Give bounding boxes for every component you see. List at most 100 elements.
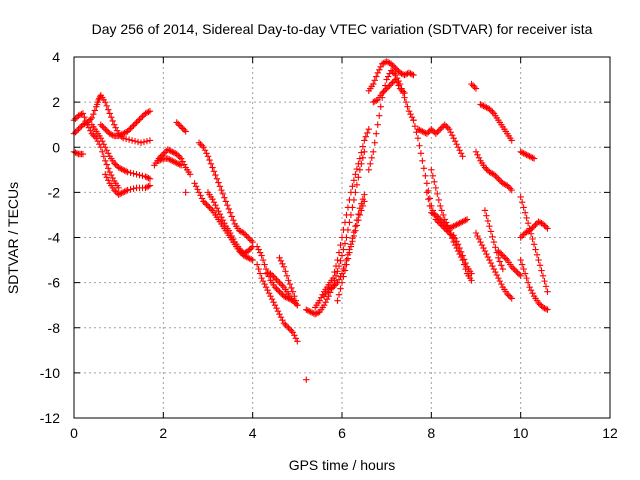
data-point-s19 <box>309 309 316 316</box>
data-point-s6 <box>122 187 130 195</box>
data-point-s37 <box>520 150 527 157</box>
data-point-s31 <box>471 83 478 91</box>
data-point-s16 <box>268 271 276 279</box>
data-point-s25 <box>373 97 380 104</box>
data-point-s9 <box>179 125 186 132</box>
data-point-s22 <box>337 285 344 292</box>
data-point-s30 <box>456 244 463 252</box>
data-point-s35 <box>495 254 502 262</box>
data-point-s12 <box>236 227 243 234</box>
data-point-s17 <box>282 268 289 275</box>
data-point-s12 <box>247 237 255 244</box>
data-point-s1 <box>109 174 116 182</box>
data-point-s27 <box>441 121 448 128</box>
data-point-s15 <box>280 292 288 300</box>
data-point-s28 <box>450 238 457 246</box>
data-point-s40 <box>541 304 548 312</box>
data-point-s32 <box>505 183 512 191</box>
data-point-s29 <box>432 184 439 192</box>
data-point-s7 <box>186 171 194 178</box>
data-point-s23 <box>389 68 396 76</box>
data-point-s20 <box>317 294 325 301</box>
data-point-s32 <box>474 151 481 158</box>
data-point-s33 <box>489 262 496 270</box>
data-point-s4 <box>130 170 137 177</box>
x-axis-label: GPS time / hours <box>289 457 396 473</box>
data-point-s33 <box>505 292 512 299</box>
data-point-s14 <box>283 323 291 330</box>
data-point-s40 <box>521 270 529 277</box>
data-point-s33 <box>493 271 501 279</box>
data-point-s12 <box>210 168 218 175</box>
data-point-s33 <box>504 290 511 298</box>
data-point-s28 <box>432 211 439 219</box>
data-point-s28 <box>425 195 432 203</box>
data-point-s12 <box>237 228 244 235</box>
data-point-s1 <box>105 165 112 172</box>
data-point-s27 <box>444 124 451 131</box>
data-point-s34 <box>480 102 487 110</box>
data-point-s14 <box>292 335 300 342</box>
data-point-s14 <box>285 324 292 331</box>
data-point-s15 <box>274 286 282 294</box>
data-point-s1 <box>106 168 113 176</box>
data-point-s23 <box>376 112 383 119</box>
data-point-s19 <box>314 309 322 316</box>
data-point-s24 <box>407 70 414 77</box>
data-point-s9 <box>182 128 189 135</box>
data-point-s14 <box>286 326 294 333</box>
data-point-s29 <box>448 223 456 231</box>
y-tick-label: -8 <box>48 320 61 336</box>
data-point-s34 <box>483 104 490 111</box>
data-point-s6 <box>146 182 154 189</box>
data-point-s24 <box>390 63 398 70</box>
data-point-s1 <box>87 127 94 134</box>
data-point-s1 <box>85 124 93 131</box>
data-point-s19 <box>355 174 362 181</box>
x-tick-label: 2 <box>159 425 167 441</box>
data-point-s5 <box>131 120 139 128</box>
data-point-s33 <box>472 229 480 237</box>
data-point-s28 <box>423 189 431 196</box>
data-point-s15 <box>282 293 289 301</box>
data-point-s27 <box>447 129 454 136</box>
data-point-s20 <box>343 211 350 219</box>
data-point-s20 <box>356 155 364 162</box>
data-point-s1 <box>99 148 106 155</box>
data-point-s40 <box>542 305 550 313</box>
data-point-s20 <box>364 129 371 137</box>
data-point-s24 <box>408 71 416 78</box>
data-point-s37 <box>529 154 536 161</box>
data-point-s12 <box>246 235 253 243</box>
data-point-s7 <box>178 155 185 162</box>
data-point-s25 <box>371 98 378 105</box>
data-point-s27 <box>423 130 431 137</box>
y-tick-label: 4 <box>52 49 60 65</box>
data-point-s22 <box>352 227 359 234</box>
data-point-s2 <box>109 117 116 125</box>
data-point-s20 <box>340 226 347 234</box>
data-point-s12 <box>245 234 252 241</box>
data-point-s22 <box>343 261 350 268</box>
data-point-s1 <box>76 111 84 119</box>
data-point-s14 <box>276 311 283 318</box>
data-point-s5 <box>102 126 109 133</box>
data-point-s14 <box>277 314 285 321</box>
data-point-s11 <box>195 189 203 196</box>
data-point-s33 <box>490 265 498 273</box>
data-point-s25 <box>390 77 398 85</box>
data-point-s38 <box>521 209 529 216</box>
data-point-s4 <box>133 171 140 178</box>
data-point-s27 <box>451 138 459 145</box>
data-point-s12 <box>213 175 221 183</box>
data-point-s39 <box>542 223 550 231</box>
data-point-s29 <box>463 216 471 223</box>
data-point-s12 <box>224 201 231 209</box>
data-point-s33 <box>498 280 505 288</box>
data-point-s5 <box>137 114 145 122</box>
data-point-s30 <box>459 252 466 259</box>
data-point-s33 <box>477 238 484 246</box>
data-point-s8 <box>155 157 163 164</box>
data-point-s30 <box>468 270 475 277</box>
y-tick-label: -10 <box>40 365 60 381</box>
